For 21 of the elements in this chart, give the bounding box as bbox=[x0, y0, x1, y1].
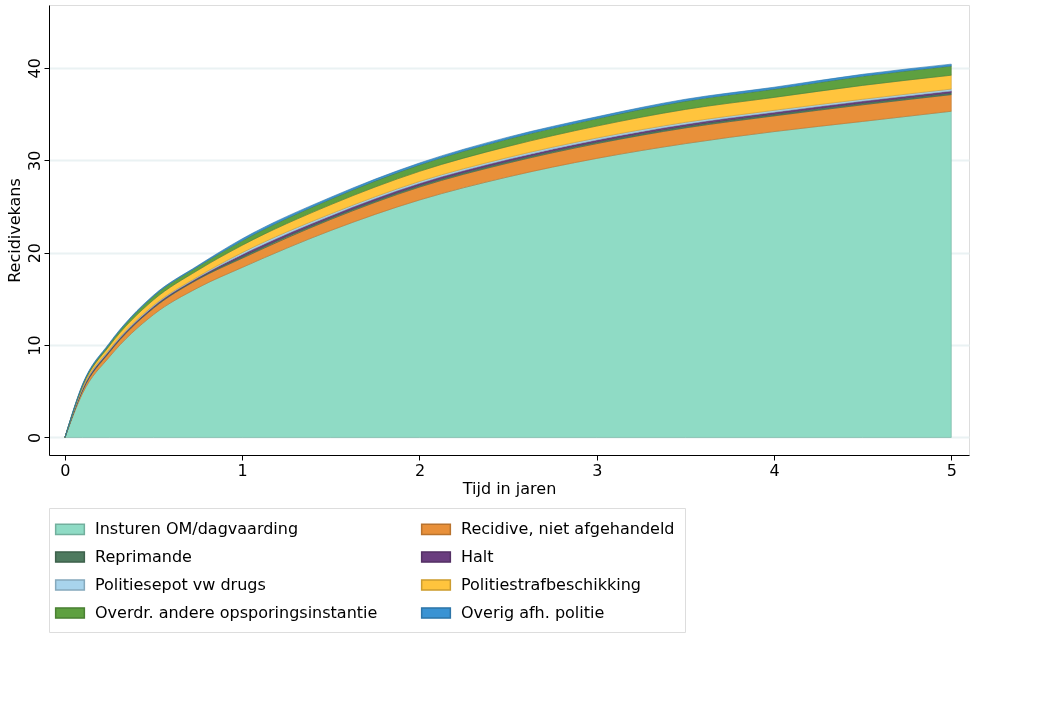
x-tick-label: 3 bbox=[592, 460, 603, 480]
y-tick-label: 40 bbox=[24, 58, 44, 79]
legend-label: Reprimande bbox=[95, 547, 192, 566]
y-tick-label: 10 bbox=[24, 335, 44, 356]
legend-label: Politiesepot vw drugs bbox=[95, 575, 266, 594]
legend-label: Halt bbox=[461, 547, 494, 566]
legend-label: Politiestrafbeschikking bbox=[461, 575, 641, 594]
x-tick-label: 0 bbox=[60, 460, 71, 480]
legend-label: Insturen OM/dagvaarding bbox=[95, 519, 299, 539]
x-tick-label: 5 bbox=[946, 460, 957, 480]
y-tick-label: 0 bbox=[24, 432, 44, 444]
y-axis-title: Recidivekans bbox=[4, 178, 24, 283]
x-axis-title: Tijd in jaren bbox=[461, 478, 557, 498]
x-tick-label: 2 bbox=[414, 460, 426, 480]
y-tick-label: 20 bbox=[24, 242, 44, 264]
y-tick-label: 30 bbox=[24, 150, 44, 171]
legend-label: Overig afh. politie bbox=[461, 603, 605, 622]
x-tick-label: 4 bbox=[769, 460, 780, 480]
legend-label: Overdr. andere opsporingsinstantie bbox=[95, 603, 378, 622]
x-tick-label: 1 bbox=[237, 460, 248, 480]
legend-label: Recidive, niet afgehandeld bbox=[461, 519, 675, 539]
